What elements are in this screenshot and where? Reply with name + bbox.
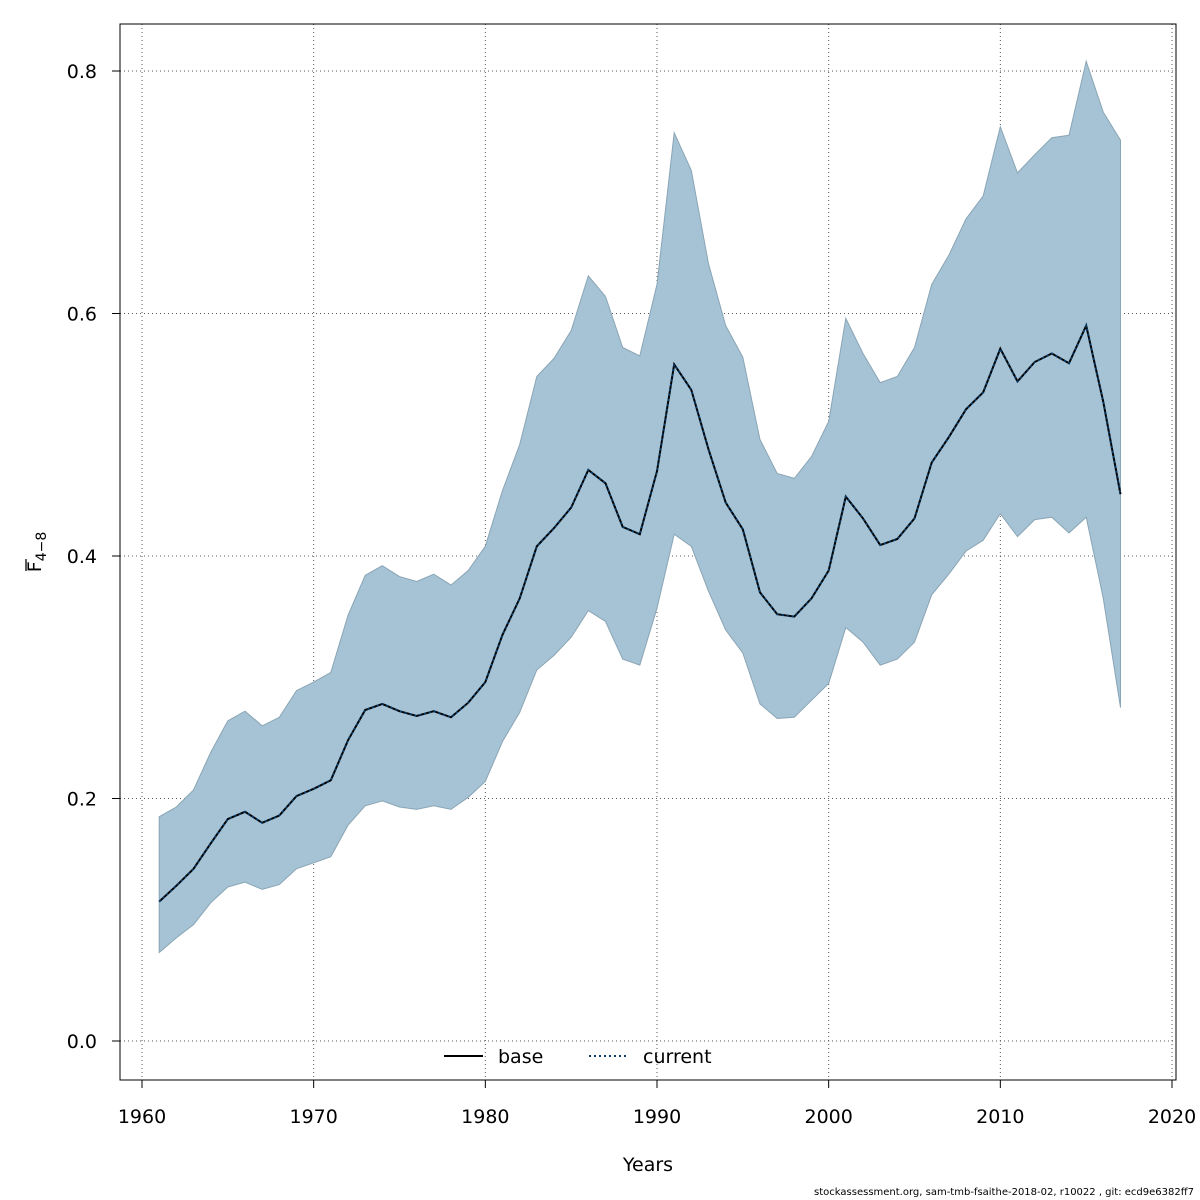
y-tick-label: 0.8 (67, 61, 97, 83)
legend: base current (444, 1046, 712, 1068)
x-tick-label: 1970 (289, 1106, 337, 1128)
axes: 1960 1970 1980 1990 2000 2010 2020 0.0 0.2 0.4 0.6… (67, 61, 1196, 1128)
y-axis-label-subscript: 4−8 (34, 532, 50, 562)
series-line-current (158, 322, 1122, 903)
series-lines (158, 322, 1122, 903)
legend-current-label: current (643, 1046, 712, 1068)
x-tick-label: 2020 (1148, 1106, 1196, 1128)
footer-credit: stockassessment.org, sam-tmb-fsaithe-201… (814, 1187, 1194, 1198)
y-tick-label: 0.0 (67, 1031, 97, 1053)
x-tick-label: 1990 (633, 1106, 681, 1128)
svg-text:F4−8: F4−8 (24, 532, 50, 572)
y-axis-label-main: F (24, 561, 46, 572)
x-tick-label: 1960 (118, 1106, 166, 1128)
x-axis-label: Years (622, 1154, 673, 1176)
confidence-band (158, 59, 1121, 954)
y-axis-label: F4−8 (24, 532, 50, 572)
y-tick-label: 0.4 (67, 546, 97, 568)
x-tick-label: 2000 (804, 1106, 852, 1128)
y-tick-label: 0.6 (67, 304, 97, 326)
x-tick-label: 2010 (976, 1106, 1024, 1128)
legend-base-label: base (498, 1046, 543, 1068)
y-tick-label: 0.2 (67, 789, 97, 811)
x-tick-label: 1980 (461, 1106, 509, 1128)
